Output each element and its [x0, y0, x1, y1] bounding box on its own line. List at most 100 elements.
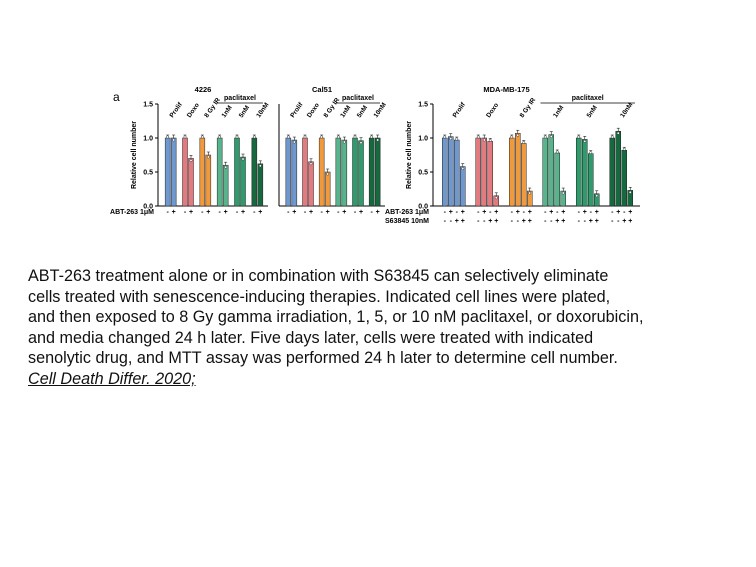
- bar: [285, 137, 292, 207]
- chart-0: 0.0 0.5 1.0 1.5 Relative cell number 4226 Prol…: [110, 85, 270, 216]
- treatment-sign: +: [206, 209, 210, 216]
- bar: [588, 153, 594, 207]
- group-label: Doxo: [306, 102, 321, 119]
- treatment-sign: +: [461, 218, 465, 225]
- treatment-sign: -: [477, 218, 480, 225]
- treatment-sign: +: [595, 209, 599, 216]
- group-label: 5nM: [356, 104, 369, 119]
- treatment-sign: +: [561, 218, 565, 225]
- group-label: 1nM: [552, 104, 565, 119]
- bar: [341, 139, 348, 207]
- bar: [368, 137, 375, 207]
- treatment-sign: +: [583, 209, 587, 216]
- data-point: [443, 135, 447, 139]
- data-point: [353, 135, 357, 139]
- bar: [199, 137, 206, 207]
- bar: [475, 137, 481, 207]
- treatment-sign: -: [354, 209, 357, 216]
- bracket-label: paclitaxel: [572, 95, 604, 102]
- y-tick-label: 1.0: [143, 136, 153, 143]
- data-point: [258, 164, 262, 168]
- data-point: [583, 139, 587, 143]
- bar: [454, 139, 460, 207]
- treatment-sign: -: [511, 209, 514, 216]
- treatment-sign: -: [166, 209, 169, 216]
- group-label: 5nM: [586, 104, 599, 119]
- treatment-sign: -: [584, 218, 587, 225]
- data-point: [286, 135, 290, 139]
- bar: [554, 152, 560, 207]
- treatment-sign: +: [494, 218, 498, 225]
- bracket-label: paclitaxel: [342, 95, 374, 102]
- treatment-sign: -: [253, 209, 256, 216]
- data-point: [224, 165, 228, 169]
- group-label: 10nM: [619, 102, 634, 120]
- data-point: [320, 135, 324, 139]
- group-label: 1nM: [221, 104, 234, 119]
- figure-caption: ABT-263 treatment alone or in combinatio…: [28, 266, 748, 389]
- charts-group: 0.0 0.5 1.0 1.5 Relative cell number 4226 Prol…: [110, 85, 640, 225]
- data-point: [166, 135, 170, 139]
- treatment-sign: +: [292, 209, 296, 216]
- data-point: [488, 138, 492, 142]
- bar: [234, 137, 240, 207]
- treatment-sign: +: [461, 209, 465, 216]
- citation-link[interactable]: Cell Death Differ. 2020;: [28, 369, 196, 388]
- data-point: [510, 135, 514, 139]
- data-point: [482, 138, 486, 142]
- bar: [481, 137, 487, 207]
- treatment-sign: +: [494, 209, 498, 216]
- treatment-sign: +: [359, 209, 363, 216]
- bar: [240, 156, 246, 207]
- treatment-sign: -: [623, 209, 626, 216]
- treatment-sign: -: [578, 218, 581, 225]
- bar: [251, 137, 258, 207]
- treatment-row-label: ABT-263 1μM: [110, 209, 154, 216]
- data-point: [359, 141, 363, 145]
- y-axis-label: Relative cell number: [131, 121, 138, 189]
- data-point: [342, 140, 346, 144]
- bar: [521, 143, 527, 207]
- data-point: [218, 135, 222, 139]
- treatment-sign: -: [550, 218, 553, 225]
- treatment-sign: -: [483, 218, 486, 225]
- treatment-sign: +: [224, 209, 228, 216]
- bar: [164, 137, 171, 207]
- data-point: [200, 135, 204, 139]
- treatment-sign: +: [449, 209, 453, 216]
- treatment-sign: +: [561, 209, 565, 216]
- caption-line-3: and then exposed to 8 Gy gamma irradiati…: [28, 308, 644, 326]
- data-point: [610, 135, 614, 139]
- data-point: [376, 138, 380, 142]
- treatment-sign: -: [544, 218, 547, 225]
- chart-title: 4226: [195, 85, 212, 94]
- bar: [487, 141, 493, 207]
- bar: [302, 137, 308, 207]
- bar: [308, 161, 314, 207]
- treatment-sign: +: [455, 218, 459, 225]
- y-tick-label: 1.0: [418, 136, 428, 143]
- figure-panel-a: a 0.0 0.5 1.0 1.5 Relative cell number 4226 Pr…: [110, 85, 640, 225]
- chart-2: 0.0 0.5 1.0 1.5 Relative cell number MDA-MB-1…: [385, 85, 640, 225]
- treatment-sign: -: [489, 209, 492, 216]
- data-point: [370, 135, 374, 139]
- bar: [609, 137, 615, 207]
- bar: [509, 137, 515, 207]
- data-point: [616, 131, 620, 135]
- treatment-sign: -: [477, 209, 480, 216]
- data-point: [516, 133, 520, 137]
- treatment-sign: -: [511, 218, 514, 225]
- group-label: 1nM: [339, 104, 352, 119]
- bar: [548, 134, 554, 207]
- treatment-sign: +: [326, 209, 330, 216]
- data-point: [622, 147, 626, 151]
- panel-label: a: [113, 90, 120, 104]
- treatment-sign: +: [258, 209, 262, 216]
- treatment-sign: -: [444, 218, 447, 225]
- treatment-sign: -: [337, 209, 340, 216]
- treatment-row-label: S63845 10nM: [385, 218, 429, 225]
- y-tick-label: 0.5: [143, 170, 153, 177]
- bar: [358, 140, 364, 207]
- treatment-sign: -: [304, 209, 307, 216]
- treatment-sign: -: [320, 209, 323, 216]
